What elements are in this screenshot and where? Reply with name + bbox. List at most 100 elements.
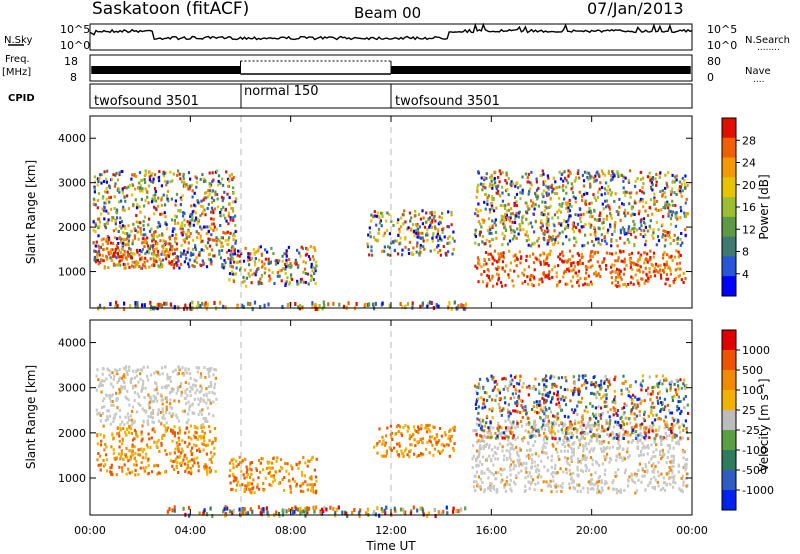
- power-cell: [99, 173, 102, 177]
- velocity-cell: [667, 427, 670, 431]
- power-cell: [639, 178, 643, 181]
- power-cell: [188, 187, 191, 191]
- power-cell: [284, 267, 287, 271]
- power-cell: [107, 236, 111, 240]
- power-cell: [605, 251, 608, 255]
- velocity-cell: [194, 430, 197, 434]
- velocity-cell: [112, 420, 115, 424]
- power-cell: [208, 184, 211, 188]
- power-cell: [95, 244, 98, 248]
- velocity-cell: [603, 472, 606, 476]
- velocity-cell: [491, 448, 494, 452]
- velocity-cell: [143, 396, 146, 400]
- power-cell: [317, 307, 320, 311]
- power-cell: [210, 196, 214, 200]
- power-cell: [579, 277, 582, 280]
- power-cell: [377, 238, 380, 242]
- velocity-cell: [650, 457, 653, 461]
- power-cell: [323, 303, 326, 308]
- power-cell: [294, 302, 297, 306]
- velocity-cell: [549, 431, 552, 435]
- velocity-cell: [628, 475, 631, 479]
- power-cell: [280, 268, 283, 272]
- power-cell: [231, 207, 235, 211]
- velocity-cell: [431, 443, 434, 447]
- power-cell: [408, 211, 411, 215]
- power-cell: [476, 210, 480, 213]
- power-cell: [431, 218, 434, 222]
- power-cell: [434, 219, 437, 223]
- power-cell: [139, 226, 142, 230]
- velocity-cell: [189, 390, 192, 393]
- velocity-cell: [115, 399, 118, 402]
- velocity-cell: [613, 425, 616, 429]
- velocity-cell: [528, 471, 531, 475]
- power-cell: [490, 173, 493, 177]
- velocity-cell: [473, 474, 476, 478]
- power-cell: [587, 177, 590, 181]
- velocity-cell: [544, 451, 547, 455]
- power-cell: [574, 200, 577, 204]
- power-cell: [144, 187, 147, 191]
- velocity-cell: [136, 368, 140, 372]
- power-cell: [485, 238, 488, 242]
- velocity-cell: [290, 464, 293, 468]
- velocity-cell: [576, 428, 579, 432]
- power-cell: [179, 227, 182, 231]
- velocity-cell: [412, 425, 416, 429]
- power-cell: [675, 193, 678, 196]
- cpid-label: CPID: [8, 93, 35, 104]
- power-cell: [557, 234, 560, 238]
- power-cell: [527, 238, 531, 242]
- power-cell: [311, 269, 314, 273]
- power-cell: [195, 180, 199, 184]
- power-cell: [511, 279, 514, 283]
- power-cell: [254, 257, 257, 260]
- velocity-cell: [511, 447, 514, 451]
- power-cell: [571, 275, 575, 279]
- power-cell: [134, 304, 137, 309]
- power-cell: [168, 261, 171, 265]
- power-cell: [674, 214, 677, 218]
- power-cell: [438, 215, 441, 219]
- power-cell: [141, 189, 144, 193]
- velocity-cell: [561, 431, 564, 435]
- power-cell: [609, 178, 613, 182]
- power-cell: [137, 205, 140, 209]
- power-cell: [562, 189, 565, 192]
- velocity-cell: [172, 370, 175, 374]
- power-cell: [307, 282, 310, 286]
- power-cell: [143, 303, 146, 308]
- power-cell: [611, 252, 614, 256]
- power-cell: [107, 266, 110, 269]
- velocity-cell: [475, 470, 479, 474]
- velocity-cell: [151, 416, 155, 420]
- power-cell: [118, 224, 121, 228]
- power-cell: [529, 187, 532, 191]
- power-cell: [660, 208, 663, 212]
- velocity-cell: [115, 473, 118, 477]
- velocity-cell: [123, 423, 126, 427]
- velocity-cell: [214, 368, 218, 372]
- power-cell: [101, 254, 104, 258]
- power-cell: [165, 194, 168, 198]
- power-cell: [234, 197, 238, 201]
- power-cell: [627, 179, 630, 183]
- velocity-cell: [435, 433, 438, 437]
- power-cell: [168, 260, 171, 264]
- velocity-cell: [600, 481, 603, 484]
- velocity-cell: [542, 480, 545, 484]
- power-cell: [484, 251, 488, 254]
- power-cell: [268, 274, 271, 278]
- power-cell: [182, 172, 185, 176]
- power-cell: [558, 208, 561, 212]
- velocity-cell: [104, 463, 107, 467]
- power-cell: [177, 221, 180, 225]
- power-cell: [491, 219, 494, 223]
- velocity-cell: [554, 447, 558, 451]
- velocity-cell: [382, 439, 385, 443]
- power-cell: [681, 241, 684, 245]
- velocity-cell: [413, 428, 417, 432]
- velocity-cell: [381, 442, 384, 446]
- velocity-cell: [130, 409, 134, 413]
